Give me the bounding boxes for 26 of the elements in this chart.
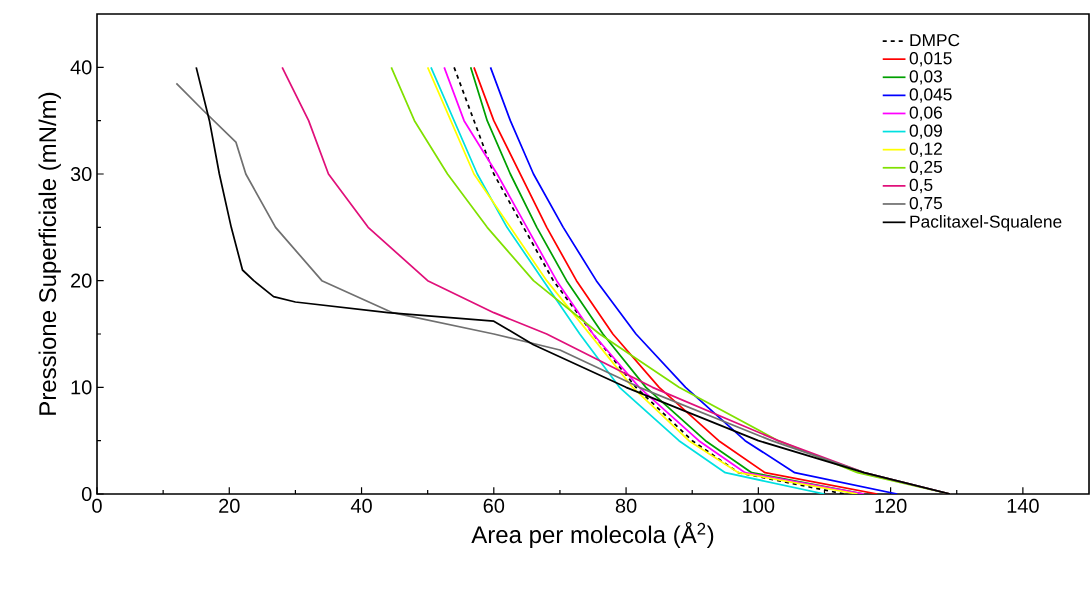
legend-label: 0,25 <box>909 160 943 176</box>
legend-label: Paclitaxel-Squalene <box>910 215 1062 232</box>
x-tick-label: 60 <box>483 498 505 513</box>
x-tick-label: 20 <box>219 498 240 513</box>
y-tick-label: 40 <box>70 60 92 75</box>
y-tick-label: 20 <box>71 273 92 288</box>
x-tick-label: 140 <box>1007 498 1039 513</box>
legend-label: 0,045 <box>909 88 952 103</box>
legend-label: 0,03 <box>909 70 942 85</box>
x-tick-label: 100 <box>743 498 775 513</box>
legend-label: 0,75 <box>909 196 943 212</box>
x-tick-label: 80 <box>615 498 637 513</box>
legend-label: 0,06 <box>909 106 942 121</box>
x-axis-title: Area per molecola (Å$^{2}$) <box>471 522 714 548</box>
y-axis-title: Pressione Superficiale (mN/m) <box>38 92 61 415</box>
legend-label: 0,12 <box>909 142 942 157</box>
x-tick-label: 120 <box>875 498 907 513</box>
legend-label: 0,09 <box>909 124 942 139</box>
y-tick-label: 30 <box>70 166 92 182</box>
x-tick-label: 0 <box>92 498 102 513</box>
legend-label: DMPC <box>910 34 960 47</box>
y-tick-label: 0 <box>81 486 92 502</box>
legend-label: 0,5 <box>909 178 933 194</box>
y-tick-label: 10 <box>71 380 92 395</box>
x-tick-label: 40 <box>350 498 372 513</box>
legend-label: 0,015 <box>909 52 952 67</box>
